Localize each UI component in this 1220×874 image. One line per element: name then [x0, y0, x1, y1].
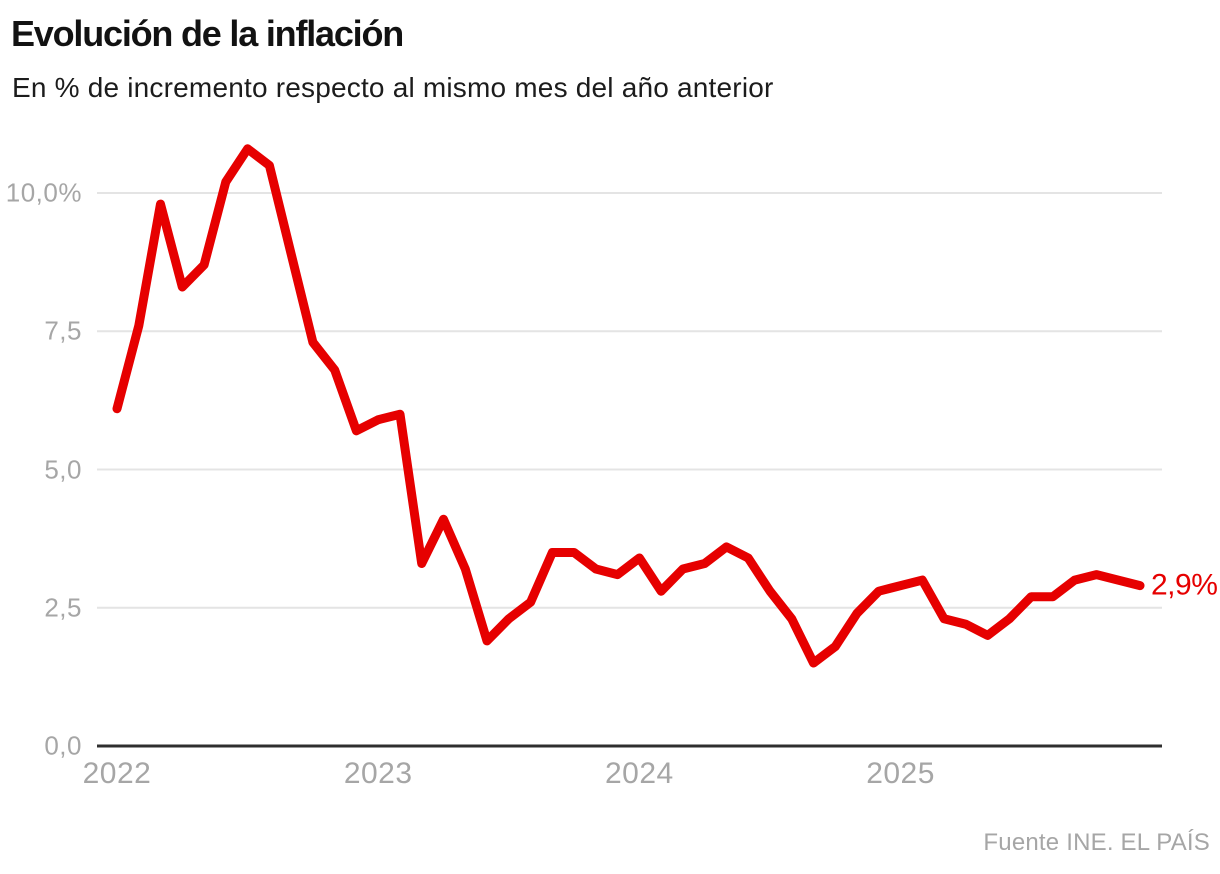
source-credit: Fuente INE. EL PAÍS	[983, 829, 1210, 856]
y-tick-label: 5,0	[44, 454, 82, 484]
x-tick-label: 2023	[343, 757, 413, 790]
y-tick-label: 10,0%	[5, 177, 82, 208]
y-tick-label: 2,5	[44, 592, 82, 623]
inflation-line	[112, 144, 1145, 668]
x-tick-label: 2022	[82, 757, 152, 790]
y-tick-label: 0,0	[44, 730, 82, 761]
page-title: Evolución de la inflación	[11, 13, 404, 54]
x-tick-label: 2024	[605, 757, 674, 790]
x-tick-label: 2025	[866, 757, 935, 790]
latest-value-label: 2,9%	[1151, 567, 1218, 601]
chart-subtitle: En % de incremento respecto al mismo mes…	[12, 72, 774, 103]
y-tick-label: 7,5	[44, 315, 82, 346]
